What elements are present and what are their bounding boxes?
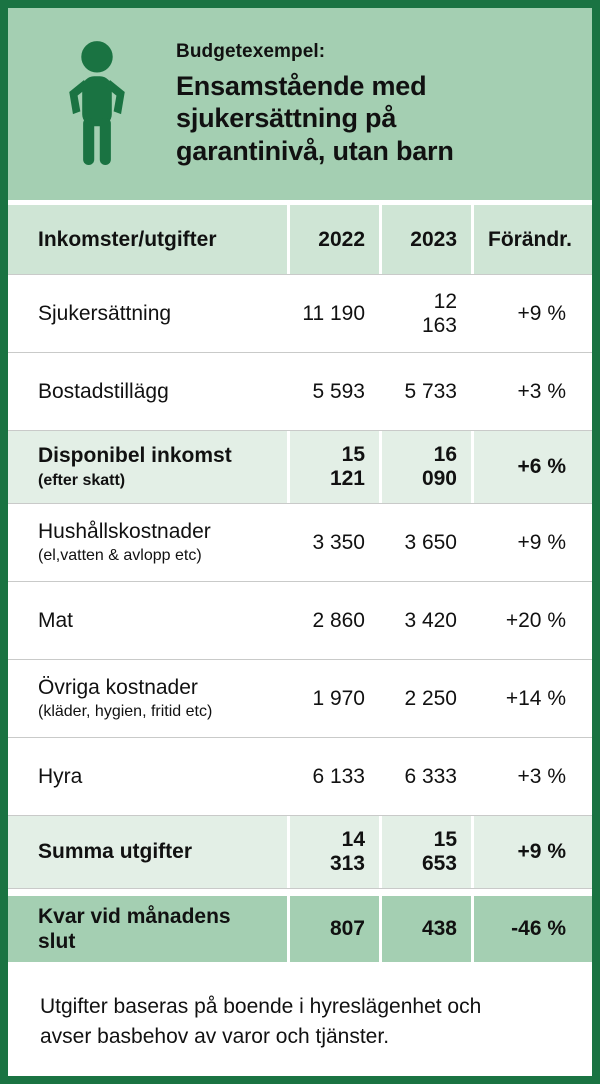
table-row: Disponibel inkomst (efter skatt) 15 121 16 …: [8, 431, 592, 504]
value-change: +9 %: [517, 301, 566, 325]
column-header-label: Inkomster/utgifter: [38, 227, 217, 251]
row-label-cell: Bostadstillägg: [8, 353, 287, 430]
value-change: +14 %: [505, 686, 566, 710]
row-label-cell: Hyra: [8, 738, 287, 815]
table-row: Mat 2 860 3 420 +20 %: [8, 582, 592, 660]
banner-kicker: Budgetexempel:: [176, 40, 326, 62]
footnote: Utgifter baseras på boende i hyreslägenh…: [8, 962, 592, 1076]
row-sublabel: (el,vatten & avlopp etc): [38, 547, 202, 565]
row-label-cell: Hushållskostnader (el,vatten & avlopp etc…: [8, 504, 287, 581]
row-sublabel: (efter skatt): [38, 471, 126, 489]
value-change: +9 %: [471, 816, 592, 888]
value-change: +9 %: [517, 530, 566, 554]
value-2023: 438: [379, 896, 471, 963]
footnote-text: Utgifter baseras på boende i hyreslägenh…: [40, 995, 482, 1048]
value-2023: 12 163: [421, 289, 457, 337]
row-label: Disponibel inkomst: [38, 444, 232, 468]
value-2022: 3 350: [312, 530, 365, 554]
table-row: Kvar vid månadens slut 807 438 -46 %: [8, 889, 592, 963]
row-label-cell: Disponibel inkomst (efter skatt): [8, 431, 287, 503]
row-label: Summa utgifter: [38, 840, 193, 864]
value-change: +6 %: [471, 431, 592, 503]
row-label-cell: Övriga kostnader (kläder, hygien, fritid …: [8, 660, 287, 737]
value-2023: 3 650: [404, 530, 457, 554]
row-label-cell: Sjukersättning: [8, 275, 287, 352]
table-body: Sjukersättning 11 190 12 163 +9 % Bostadstil…: [8, 275, 592, 963]
row-label: Övriga kostnader: [38, 675, 198, 699]
value-2023: 16 090: [379, 431, 471, 503]
table-row: Övriga kostnader (kläder, hygien, fritid …: [8, 660, 592, 738]
value-2022: 807: [287, 896, 379, 963]
value-change: +3 %: [517, 379, 566, 403]
value-2022: 6 133: [312, 764, 365, 788]
value-2022: 14 313: [287, 816, 379, 888]
column-header-2023: 2023: [379, 205, 471, 274]
banner: Budgetexempel: Ensamstående med sjukersä…: [8, 8, 592, 205]
value-2023: 3 420: [404, 608, 457, 632]
table-row: Bostadstillägg 5 593 5 733 +3 %: [8, 353, 592, 431]
column-header-change: Förändr.: [471, 205, 592, 274]
table-row: Summa utgifter 14 313 15 653 +9 %: [8, 816, 592, 889]
row-sublabel: (kläder, hygien, fritid etc): [38, 703, 213, 721]
row-label: Hushållskostnader: [38, 519, 211, 543]
column-header-2022: 2022: [287, 205, 379, 274]
row-label: Bostadstillägg: [38, 379, 169, 403]
row-label: Sjukersättning: [38, 301, 172, 325]
banner-title: Ensamstående med sjukersättning på garan…: [176, 70, 454, 166]
banner-text: Budgetexempel: Ensamstående med sjukersä…: [176, 41, 536, 167]
table-header-row: Inkomster/utgifter 2022 2023 Förändr.: [8, 205, 592, 275]
value-2023: 15 653: [379, 816, 471, 888]
row-label-cell: Kvar vid månadens slut: [8, 896, 287, 962]
row-label: Mat: [38, 608, 74, 632]
row-label: Hyra: [38, 764, 83, 788]
row-label-cell: Mat: [8, 582, 287, 659]
table-row: Sjukersättning 11 190 12 163 +9 %: [8, 275, 592, 353]
value-change: +3 %: [517, 764, 566, 788]
value-2023: 6 333: [404, 764, 457, 788]
value-2022: 11 190: [302, 301, 365, 325]
value-2023: 2 250: [404, 686, 457, 710]
value-2022: 15 121: [287, 431, 379, 503]
value-2023: 5 733: [404, 379, 457, 403]
table-row: Hushållskostnader (el,vatten & avlopp etc…: [8, 504, 592, 582]
value-2022: 5 593: [312, 379, 365, 403]
budget-table: Inkomster/utgifter 2022 2023 Förändr. Sj…: [8, 205, 592, 963]
value-2022: 1 970: [312, 686, 365, 710]
row-label-cell: Summa utgifter: [8, 816, 287, 888]
table-row: Hyra 6 133 6 333 +3 %: [8, 738, 592, 816]
person-icon: [60, 39, 134, 169]
value-change: +20 %: [505, 608, 566, 632]
value-2022: 2 860: [312, 608, 365, 632]
row-label: Kvar vid månadens slut: [38, 905, 231, 954]
value-change: -46 %: [471, 896, 592, 963]
